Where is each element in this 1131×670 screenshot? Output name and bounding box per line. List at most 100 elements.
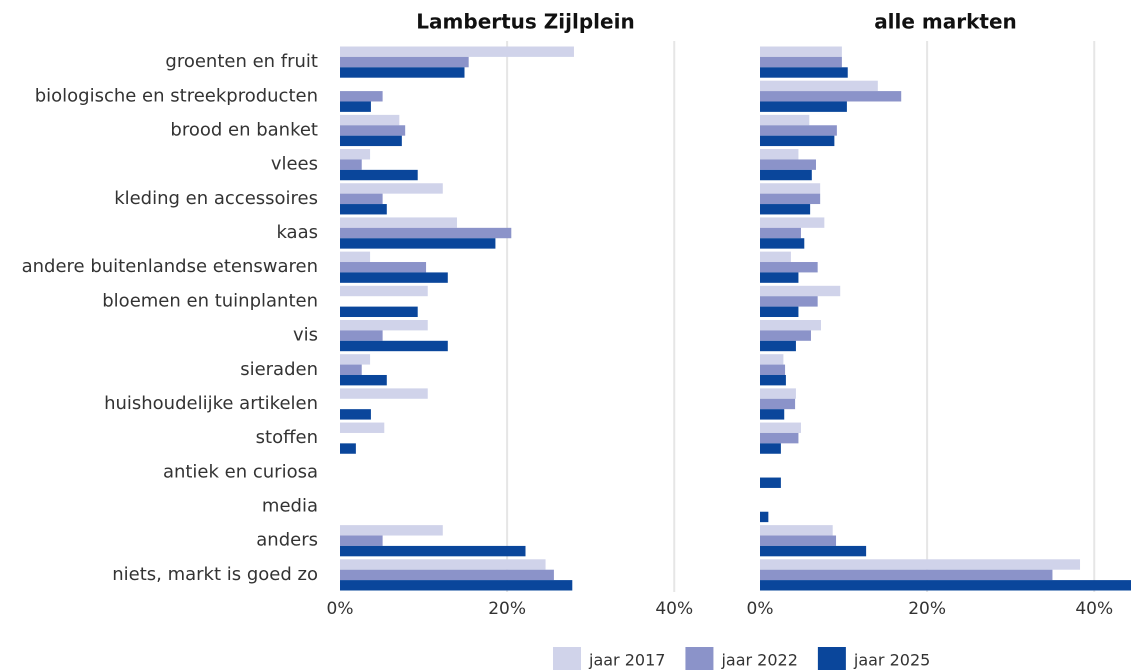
- bar: [340, 422, 385, 433]
- bar: [340, 238, 496, 249]
- category-label: anders: [256, 530, 318, 551]
- bar: [760, 227, 801, 239]
- category-label: niets, markt is goed zo: [112, 564, 318, 585]
- bar: [340, 545, 526, 557]
- category-label: media: [262, 496, 318, 517]
- bar: [340, 114, 400, 126]
- bar: [340, 409, 371, 420]
- bar: [760, 80, 878, 92]
- category-label: andere buitenlandse etenswaren: [22, 256, 318, 277]
- bar: [760, 135, 835, 147]
- x-tick-label: 40%: [655, 599, 693, 619]
- bar: [760, 56, 842, 68]
- x-tick-label: 0%: [747, 599, 774, 619]
- bar: [760, 354, 784, 365]
- bar: [760, 262, 818, 273]
- bar: [760, 477, 781, 488]
- legend-label: jaar 2022: [720, 651, 797, 670]
- bar: [760, 525, 833, 536]
- bar: [760, 91, 902, 102]
- bar: [340, 285, 428, 297]
- bar: [760, 422, 801, 433]
- bar: [340, 227, 512, 239]
- bar: [340, 443, 356, 454]
- bar: [760, 114, 810, 126]
- bar: [340, 306, 418, 318]
- bar: [760, 204, 811, 215]
- x-tick-label: 40%: [1075, 599, 1113, 619]
- bar: [340, 251, 371, 263]
- bar: [340, 67, 465, 78]
- bar: [760, 149, 799, 160]
- bar: [340, 272, 448, 283]
- category-label: bloemen en tuinplanten: [102, 290, 318, 311]
- bar: [760, 101, 847, 112]
- bar: [340, 330, 383, 341]
- category-label: kleding en accessoires: [114, 188, 318, 209]
- bar: [340, 169, 418, 181]
- bar: [760, 296, 818, 307]
- category-label: brood en banket: [170, 119, 318, 140]
- bar: [760, 217, 825, 228]
- bar: [340, 340, 448, 352]
- bar: [340, 101, 371, 112]
- bar: [760, 409, 785, 420]
- bar: [340, 46, 574, 57]
- bar: [760, 511, 769, 523]
- x-tick-label: 20%: [908, 599, 946, 619]
- bar: [760, 46, 842, 57]
- category-label: stoffen: [256, 427, 318, 448]
- bar: [340, 125, 406, 136]
- bar: [340, 91, 383, 102]
- x-tick-label: 20%: [488, 599, 526, 619]
- bar: [760, 545, 867, 557]
- bar: [760, 319, 821, 331]
- bar: [760, 238, 805, 249]
- legend-label: jaar 2025: [853, 651, 930, 670]
- bar: [760, 67, 848, 78]
- x-tick-label: 0%: [327, 599, 354, 619]
- bar: [760, 559, 1081, 570]
- bar: [340, 580, 573, 591]
- bar: [760, 251, 791, 263]
- bar: [340, 388, 428, 399]
- bar: [760, 285, 841, 297]
- bar: [340, 569, 554, 581]
- bar: [760, 443, 781, 454]
- legend-swatch: [817, 647, 846, 670]
- category-label: antiek en curiosa: [163, 461, 318, 482]
- bar: [340, 193, 383, 205]
- bar: [340, 364, 362, 375]
- bar: [760, 569, 1053, 581]
- bar: [760, 169, 812, 181]
- bar: [340, 56, 469, 68]
- panel-title: Lambertus Zijlplein: [416, 10, 634, 34]
- category-label: groenten en fruit: [165, 51, 318, 72]
- bar: [340, 262, 427, 273]
- bar: [760, 398, 796, 410]
- bar: [340, 374, 387, 386]
- bar: [340, 159, 362, 170]
- bar: [340, 135, 402, 147]
- bar: [760, 432, 799, 444]
- category-label: biologische en streekproducten: [35, 85, 318, 106]
- category-label: kaas: [276, 222, 318, 243]
- bar: [340, 183, 443, 194]
- bar: [760, 159, 816, 170]
- legend-label: jaar 2017: [588, 651, 665, 670]
- legend-swatch: [553, 647, 581, 670]
- bar: [340, 319, 428, 331]
- bar: [760, 183, 821, 194]
- category-label: vlees: [271, 154, 318, 175]
- bar: [760, 272, 799, 283]
- bar: [760, 330, 811, 341]
- category-label: huishoudelijke artikelen: [104, 393, 318, 414]
- bar: [760, 125, 837, 136]
- bar: [340, 525, 443, 536]
- bar: [340, 354, 371, 365]
- category-label: sieraden: [240, 359, 318, 380]
- bar: [760, 340, 796, 352]
- bar: [760, 364, 786, 375]
- bar: [340, 535, 383, 546]
